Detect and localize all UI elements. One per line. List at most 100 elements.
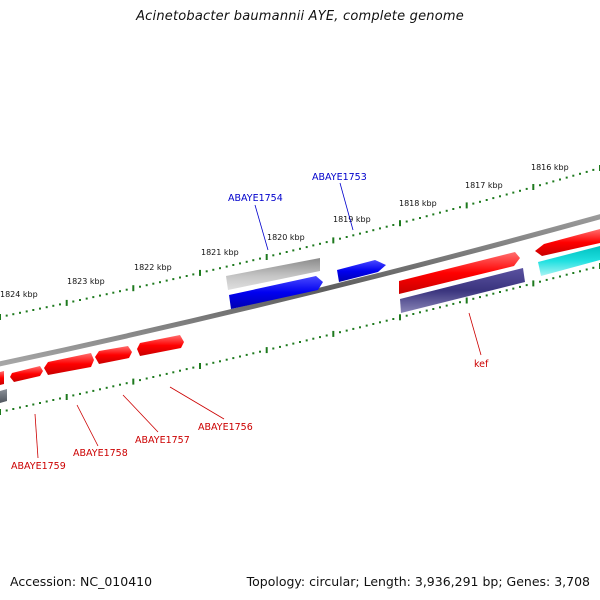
gene-feature-abaye1754[interactable] [229, 276, 323, 309]
outer-scale-minor-tick [245, 260, 248, 263]
inner-scale-minor-tick [339, 331, 341, 334]
outer-scale-minor-tick [152, 282, 155, 285]
outer-scale-minor-tick [105, 293, 108, 296]
outer-scale-minor-tick [419, 217, 421, 219]
gene-labels: ABAYE1754 ABAYE1753 kef ABAYE1756 ABAYE1… [11, 172, 489, 472]
tick-label-1819: 1819 kbp [333, 215, 371, 224]
tick-label-1820: 1820 kbp [267, 233, 305, 242]
gene-feature-kef[interactable] [399, 252, 520, 294]
outer-scale-minor-tick [19, 311, 21, 314]
leader-abaye1758 [76, 404, 99, 447]
label-abaye1754[interactable]: ABAYE1754 [228, 193, 283, 204]
label-abaye1756[interactable]: ABAYE1756 [198, 422, 253, 433]
outer-scale-minor-tick [472, 202, 475, 205]
inner-scale-major-tick [532, 280, 535, 287]
outer-scale-minor-tick [412, 218, 415, 221]
gene-feature-abaye1756[interactable] [137, 335, 184, 356]
outer-scale-minor-tick [232, 264, 235, 266]
genome-backbone [0, 214, 600, 367]
inner-scale-minor-tick [85, 391, 88, 394]
gene-feature-left-edge-slate[interactable] [0, 389, 7, 403]
outer-scale-minor-tick [552, 180, 555, 183]
gene-feature-abaye1753[interactable] [337, 260, 386, 282]
outer-scale-minor-tick [345, 236, 348, 238]
inner-scale-minor-tick [425, 309, 428, 312]
outer-scale-minor-tick [219, 267, 221, 270]
genome-summary-text: Topology: circular; Length: 3,936,291 bp… [246, 574, 590, 589]
inner-scale-minor-tick [299, 341, 301, 343]
inner-scale-minor-tick [112, 385, 115, 388]
inner-scale-minor-tick [159, 374, 161, 377]
inner-scale-minor-tick [479, 296, 481, 299]
outer-scale-minor-tick [12, 313, 15, 316]
label-abaye1759[interactable]: ABAYE1759 [11, 461, 66, 472]
outer-scale-major-tick [199, 269, 201, 276]
outer-scale-minor-tick [359, 232, 361, 235]
outer-scale-minor-tick [339, 237, 341, 240]
inner-scale-minor-tick [99, 388, 101, 391]
outer-scale-minor-tick [572, 174, 575, 177]
outer-scale-minor-tick [445, 209, 448, 212]
tick-label-1817: 1817 kbp [465, 181, 503, 190]
inner-scale-minor-tick [485, 294, 488, 297]
gene-feature-right-edge[interactable] [535, 229, 600, 256]
inner-scale-minor-tick [492, 292, 495, 295]
inner-scale-minor-tick [139, 379, 141, 382]
inner-scale-minor-tick [445, 304, 448, 307]
outer-scale-minor-tick [392, 224, 395, 226]
outer-scale-minor-tick [192, 273, 195, 276]
outer-scale-minor-tick [585, 170, 588, 173]
inner-scale-minor-tick [179, 369, 181, 372]
outer-scale-minor-tick [99, 294, 101, 297]
outer-scale-minor-tick [312, 244, 315, 247]
inner-scale-minor-tick [305, 339, 308, 342]
outer-scale-minor-tick [159, 281, 161, 284]
outer-scale-minor-tick [92, 296, 95, 299]
outer-scale-minor-tick [52, 304, 55, 307]
inner-scale-minor-tick [312, 337, 315, 340]
outer-scale-minor-tick [259, 257, 261, 260]
label-kef[interactable]: kef [474, 359, 489, 370]
tick-label-1824: 1824 kbp [0, 290, 38, 299]
inner-scale-major-tick [65, 394, 68, 400]
outer-scale-minor-tick [365, 230, 368, 233]
label-abaye1753[interactable]: ABAYE1753 [312, 172, 367, 183]
outer-scale-minor-tick [479, 200, 481, 203]
inner-scale-minor-tick [72, 394, 75, 397]
inner-scale-minor-tick [585, 268, 588, 271]
label-abaye1757[interactable]: ABAYE1757 [135, 435, 190, 446]
rna-feature[interactable] [400, 268, 525, 313]
inner-scale-minor-tick [452, 302, 455, 305]
inner-scale-minor-tick [565, 273, 568, 276]
outer-scale-minor-tick [85, 297, 88, 300]
inner-scale-minor-tick [459, 301, 461, 304]
other-feature-cyan[interactable] [538, 246, 600, 276]
inner-scale-minor-tick [239, 355, 241, 358]
outer-scale-major-tick [465, 202, 468, 209]
inner-scale-major-tick [199, 363, 201, 369]
inner-scale-minor-tick [225, 358, 228, 361]
outer-scale-minor-tick [379, 227, 381, 230]
outer-scale-minor-tick [125, 288, 128, 291]
gene-feature-left-edge[interactable] [0, 371, 4, 385]
inner-scale-minor-tick [439, 306, 441, 309]
inner-scale-minor-tick [165, 372, 168, 375]
outer-scale-major-tick [532, 184, 535, 190]
map-title: Acinetobacter baumannii AYE, complete ge… [136, 9, 464, 24]
gene-feature-abaye1759[interactable] [10, 366, 43, 382]
gene-feature-abaye1758[interactable] [44, 353, 94, 375]
gene-feature-abaye1757[interactable] [95, 346, 132, 364]
outer-scale-minor-tick [545, 182, 548, 185]
outer-scale-minor-tick [319, 242, 321, 245]
inner-scale-minor-tick [345, 329, 348, 332]
inner-scale-minor-tick [539, 280, 541, 283]
outer-scale-major-tick [132, 285, 135, 292]
pseudo-gene-feature[interactable] [226, 258, 320, 290]
inner-scale-minor-tick [392, 318, 395, 320]
outer-scale-minor-tick [72, 300, 75, 303]
tick-label-1823: 1823 kbp [67, 277, 105, 286]
label-abaye1758[interactable]: ABAYE1758 [73, 448, 128, 459]
inner-scale-minor-tick [412, 313, 415, 315]
inner-scale-minor-tick [19, 406, 21, 409]
